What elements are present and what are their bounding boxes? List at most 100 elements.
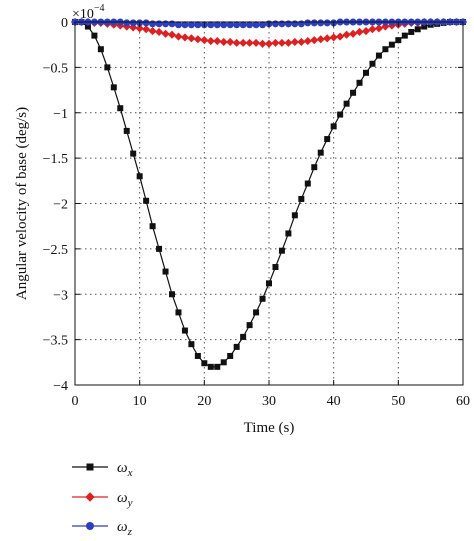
y-tick-label: −4 <box>53 379 68 394</box>
data-point-y <box>180 33 189 42</box>
data-point-x <box>220 359 227 366</box>
legend-subscript: y <box>127 497 133 509</box>
legend-symbol: ω <box>117 519 128 535</box>
data-point-z <box>194 21 202 29</box>
data-point-y <box>245 38 254 47</box>
data-point-x <box>272 264 279 271</box>
data-point-z <box>213 21 221 29</box>
data-point-x <box>201 360 208 367</box>
data-point-x <box>363 69 369 76</box>
data-point-y <box>271 38 280 47</box>
data-point-x <box>285 230 292 237</box>
y-tick-label: 0 <box>61 16 68 31</box>
data-point-x <box>227 352 234 359</box>
data-point-x <box>414 26 421 33</box>
data-point-x <box>207 363 214 370</box>
scale-exponent: −4 <box>94 3 105 14</box>
data-point-z <box>259 21 267 29</box>
data-point-x <box>350 89 357 96</box>
data-point-x <box>401 32 408 39</box>
data-point-x <box>337 111 344 118</box>
data-point-x <box>246 322 253 329</box>
data-point-z <box>323 19 331 27</box>
data-point-x <box>188 341 195 348</box>
y-tick-label: −1.5 <box>43 152 68 167</box>
y-tick-label: −1 <box>53 107 68 122</box>
data-point-y <box>297 37 306 47</box>
data-point-x <box>421 23 428 30</box>
x-tick-label: 0 <box>72 394 79 409</box>
legend-item-x: ωx <box>72 460 133 479</box>
data-point-y <box>336 32 345 41</box>
data-point-x <box>266 280 272 287</box>
axis-ticks: 0 10 20 30 40 50 60 0 −0.5 −1 −1.5 −2 −2.5 −3 −3.5 −4 <box>43 16 470 409</box>
data-point-x <box>278 247 285 254</box>
data-point-x <box>369 60 376 67</box>
data-point-x <box>84 23 91 30</box>
data-point-x <box>375 52 382 59</box>
data-point-z <box>142 19 150 27</box>
y-axis-title: Angular velocity of base (deg/s) <box>14 107 30 300</box>
data-point-x <box>298 195 305 202</box>
data-point-z <box>181 21 189 29</box>
data-point-x <box>162 268 169 275</box>
data-point-y <box>329 33 338 42</box>
data-point-z <box>291 20 299 28</box>
data-point-y <box>239 38 248 47</box>
data-point-x <box>136 173 143 180</box>
data-point-y <box>264 39 274 48</box>
data-point-y <box>349 29 358 38</box>
data-point-z <box>187 21 195 29</box>
data-point-z <box>278 20 286 28</box>
data-point-z <box>317 19 325 27</box>
legend-label-y: ωy <box>117 490 133 509</box>
x-tick-label: 10 <box>133 394 147 409</box>
data-point-y <box>200 36 209 45</box>
data-point-y <box>219 37 228 47</box>
data-point-y <box>155 27 164 37</box>
legend-subscript: x <box>127 467 133 479</box>
data-point-z <box>233 21 241 29</box>
series-line-x <box>75 21 463 368</box>
data-point-y <box>226 37 235 47</box>
data-point-y <box>142 25 151 34</box>
x-tick-label: 30 <box>262 394 276 409</box>
data-point-x <box>304 180 311 187</box>
data-point-y <box>161 29 170 38</box>
data-point-x <box>343 100 350 107</box>
x-tick-label: 60 <box>456 394 470 409</box>
scale-base: ×10 <box>72 7 94 22</box>
data-point-x <box>330 123 337 130</box>
data-point-y <box>342 30 351 39</box>
data-point-z <box>246 21 254 29</box>
data-point-y <box>213 37 222 46</box>
y-tick-label: −2 <box>53 198 68 213</box>
data-point-z <box>284 20 292 28</box>
y-tick-label: −3 <box>53 288 68 303</box>
data-point-z <box>304 19 312 27</box>
data-point-y <box>303 37 312 46</box>
data-point-x <box>259 295 266 302</box>
y-tick-label: −0.5 <box>43 61 68 76</box>
data-point-y <box>368 25 377 34</box>
data-point-x <box>156 245 163 252</box>
data-point-x <box>233 343 240 350</box>
data-point-z <box>149 20 157 28</box>
data-point-z <box>252 21 260 29</box>
data-point-z <box>226 21 234 29</box>
data-point-x <box>194 352 201 359</box>
data-point-x <box>169 291 175 298</box>
grid-lines <box>75 22 463 385</box>
data-point-z <box>207 21 215 29</box>
data-point-x <box>175 309 182 316</box>
legend-label-z: ωz <box>117 519 133 538</box>
data-point-z <box>220 21 228 29</box>
data-point-z <box>155 20 163 28</box>
data-point-y <box>187 34 196 43</box>
legend-marker-y <box>85 492 95 502</box>
data-point-z <box>239 21 247 29</box>
data-point-x <box>110 84 117 91</box>
data-point-x <box>317 149 324 156</box>
